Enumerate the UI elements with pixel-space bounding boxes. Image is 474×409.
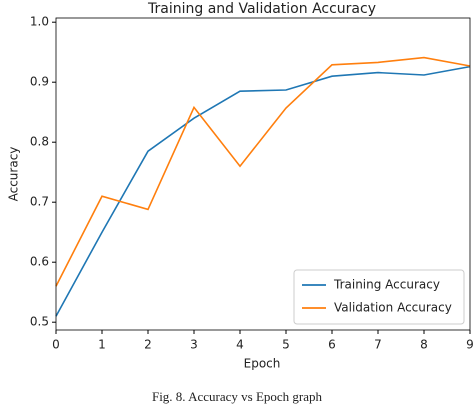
x-axis-label: Epoch xyxy=(244,357,281,371)
legend-box xyxy=(293,269,465,325)
chart-title: Training and Validation Accuracy xyxy=(147,1,376,17)
x-tick-label: 3 xyxy=(190,338,198,352)
x-tick-label: 0 xyxy=(52,338,60,352)
x-tick-label: 9 xyxy=(466,338,474,352)
x-tick-label: 4 xyxy=(236,338,244,352)
x-tick-label: 7 xyxy=(374,338,382,352)
x-tick-label: 6 xyxy=(328,338,336,352)
series-line xyxy=(55,56,471,287)
y-tick-label: 0.9 xyxy=(30,75,49,89)
legend-label: Training Accuracy xyxy=(333,278,440,292)
y-tick-label: 1.0 xyxy=(30,15,49,29)
x-tick-label: 1 xyxy=(98,338,106,352)
y-tick-label: 0.7 xyxy=(30,195,49,209)
plot-frame xyxy=(55,17,471,331)
legend-label: Validation Accuracy xyxy=(334,301,452,315)
y-axis-label: Accuracy xyxy=(7,147,21,202)
y-tick-label: 0.6 xyxy=(30,255,49,269)
y-tick-label: 0.5 xyxy=(30,315,49,329)
x-tick-label: 8 xyxy=(420,338,428,352)
x-tick-label: 5 xyxy=(282,338,290,352)
y-tick-label: 0.8 xyxy=(30,135,49,149)
caption: Fig. 8. Accuracy vs Epoch graph xyxy=(152,389,323,404)
series-line xyxy=(55,65,471,317)
x-tick-label: 2 xyxy=(144,338,152,352)
